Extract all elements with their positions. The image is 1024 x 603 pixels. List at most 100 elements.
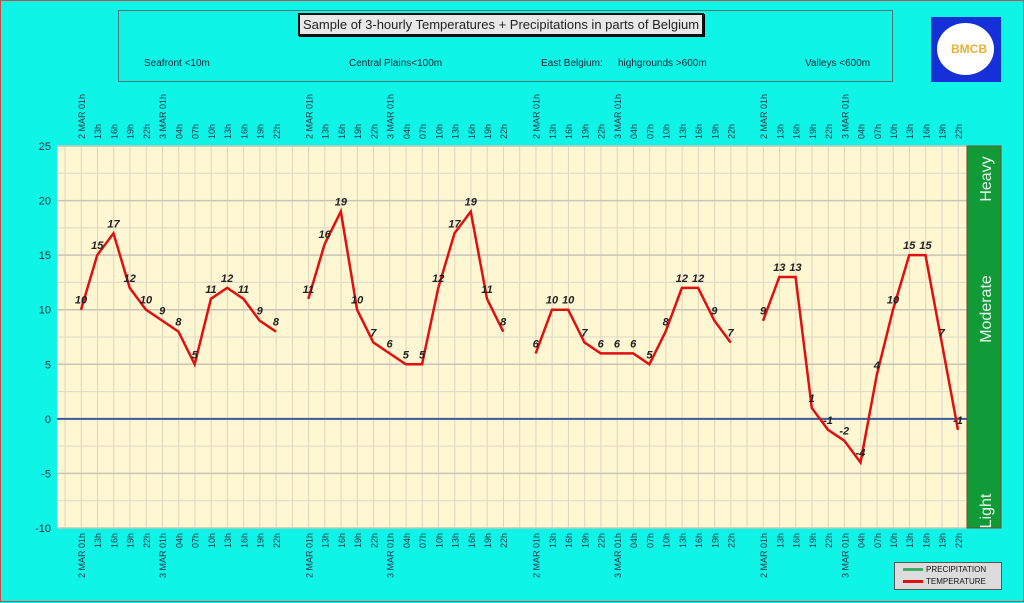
x-tick-label-top: 16h	[792, 124, 802, 139]
x-tick-label-bottom: 13h	[678, 533, 688, 548]
temperature-point	[259, 320, 261, 322]
data-label: 13	[773, 262, 785, 274]
x-tick-label-bottom: 16h	[694, 533, 704, 548]
x-tick-label-bottom: 2 MAR 01h	[304, 533, 314, 578]
data-label: 9	[257, 306, 264, 318]
data-label: 6	[533, 338, 540, 350]
data-label: 8	[663, 317, 670, 329]
region-label-valleys: Valleys <600m	[805, 58, 871, 69]
x-tick-label-bottom: 19h	[483, 533, 493, 548]
x-tick-label-top: 22h	[597, 124, 607, 139]
x-tick-label-top: 3 MAR 01h	[158, 94, 168, 139]
temperature-point	[372, 341, 374, 343]
x-tick-label-top: 13h	[223, 124, 233, 139]
data-label: 1	[809, 393, 815, 405]
temperature-point	[843, 440, 845, 442]
x-tick-label-top: 07h	[191, 124, 201, 139]
x-tick-label-bottom: 16h	[564, 533, 574, 548]
x-tick-label-bottom: 22h	[954, 533, 964, 548]
temperature-point	[957, 429, 959, 431]
x-tick-label-bottom: 2 MAR 01h	[759, 533, 769, 578]
x-tick-label-top: 22h	[824, 124, 834, 139]
precipitation-scale-bar	[966, 145, 1002, 529]
temperature-point	[502, 331, 504, 333]
data-label: 5	[403, 349, 410, 361]
x-tick-label-bottom: 16h	[467, 533, 477, 548]
y-tick-label: 25	[39, 141, 51, 153]
y-tick-label: 5	[45, 359, 51, 371]
data-label: 4	[873, 360, 880, 372]
x-tick-label-top: 16h	[239, 124, 249, 139]
x-tick-label-bottom: 10h	[662, 533, 672, 548]
x-tick-label-bottom: 04h	[402, 533, 412, 548]
x-tick-label-bottom: 07h	[873, 533, 883, 548]
temperature-point	[486, 298, 488, 300]
temperature-point	[161, 320, 163, 322]
data-label: 17	[448, 218, 461, 230]
precip-level-moderate: Moderate	[978, 275, 995, 343]
data-label: 10	[887, 295, 900, 307]
temperature-point	[405, 363, 407, 365]
temperature-point	[713, 320, 715, 322]
data-label: 12	[124, 273, 136, 285]
x-tick-label-bottom: 16h	[239, 533, 249, 548]
temperature-point	[924, 254, 926, 256]
x-tick-label-top: 2 MAR 01h	[77, 94, 87, 139]
y-tick-label: 15	[39, 250, 51, 262]
x-tick-label-bottom: 22h	[824, 533, 834, 548]
x-tick-label-top: 16h	[564, 124, 574, 139]
x-tick-label-top: 2 MAR 01h	[759, 94, 769, 139]
legend-label: TEMPERATURE	[926, 577, 986, 586]
temperature-point	[454, 232, 456, 234]
x-tick-label-bottom: 16h	[109, 533, 119, 548]
data-label: 5	[646, 349, 653, 361]
temperature-point	[177, 331, 179, 333]
temperature-point	[210, 298, 212, 300]
temperature-point	[730, 341, 732, 343]
x-tick-label-bottom: 19h	[808, 533, 818, 548]
x-tick-label-top: 22h	[272, 124, 282, 139]
x-tick-label-bottom: 22h	[272, 533, 282, 548]
temperature-point	[811, 407, 813, 409]
x-tick-label-top: 13h	[678, 124, 688, 139]
x-tick-label-top: 04h	[402, 124, 412, 139]
x-tick-label-bottom: 3 MAR 01h	[840, 533, 850, 578]
logo-text: BMCB	[951, 42, 987, 56]
temperature-point	[129, 287, 131, 289]
x-tick-label-top: 10h	[889, 124, 899, 139]
x-tick-label-bottom: 13h	[451, 533, 461, 548]
x-tick-label-bottom: 16h	[337, 533, 347, 548]
x-tick-label-top: 16h	[337, 124, 347, 139]
temperature-point	[356, 309, 358, 311]
y-tick-label: 10	[39, 305, 51, 317]
data-label: 12	[221, 273, 233, 285]
data-label: 7	[728, 327, 735, 339]
data-label: 10	[546, 295, 559, 307]
data-label: 11	[238, 284, 249, 296]
temperature-point	[275, 331, 277, 333]
x-tick-label-top: 19h	[808, 124, 818, 139]
x-tick-label-top: 04h	[857, 124, 867, 139]
data-label: 10	[75, 295, 88, 307]
region-label-highgrounds: highgrounds >600m	[618, 58, 707, 69]
x-tick-label-top: 22h	[499, 124, 509, 139]
x-tick-label-top: 10h	[434, 124, 444, 139]
data-label: 15	[919, 240, 932, 252]
x-tick-label-top: 07h	[418, 124, 428, 139]
temperature-point	[827, 429, 829, 431]
x-tick-label-bottom: 3 MAR 01h	[386, 533, 396, 578]
x-tick-label-top: 16h	[694, 124, 704, 139]
temperature-point	[583, 341, 585, 343]
x-tick-label-bottom: 10h	[207, 533, 217, 548]
x-tick-label-top: 13h	[321, 124, 331, 139]
data-label: 13	[789, 262, 801, 274]
temperature-point	[421, 363, 423, 365]
x-tick-label-bottom: 16h	[921, 533, 931, 548]
x-tick-label-bottom: 07h	[418, 533, 428, 548]
x-tick-label-bottom: 16h	[792, 533, 802, 548]
x-tick-label-bottom: 3 MAR 01h	[613, 533, 623, 578]
legend-item-precipitation: PRECIPITATION	[903, 564, 1001, 575]
data-label: 17	[107, 218, 120, 230]
x-tick-label-top: 13h	[451, 124, 461, 139]
temperature-point	[778, 276, 780, 278]
